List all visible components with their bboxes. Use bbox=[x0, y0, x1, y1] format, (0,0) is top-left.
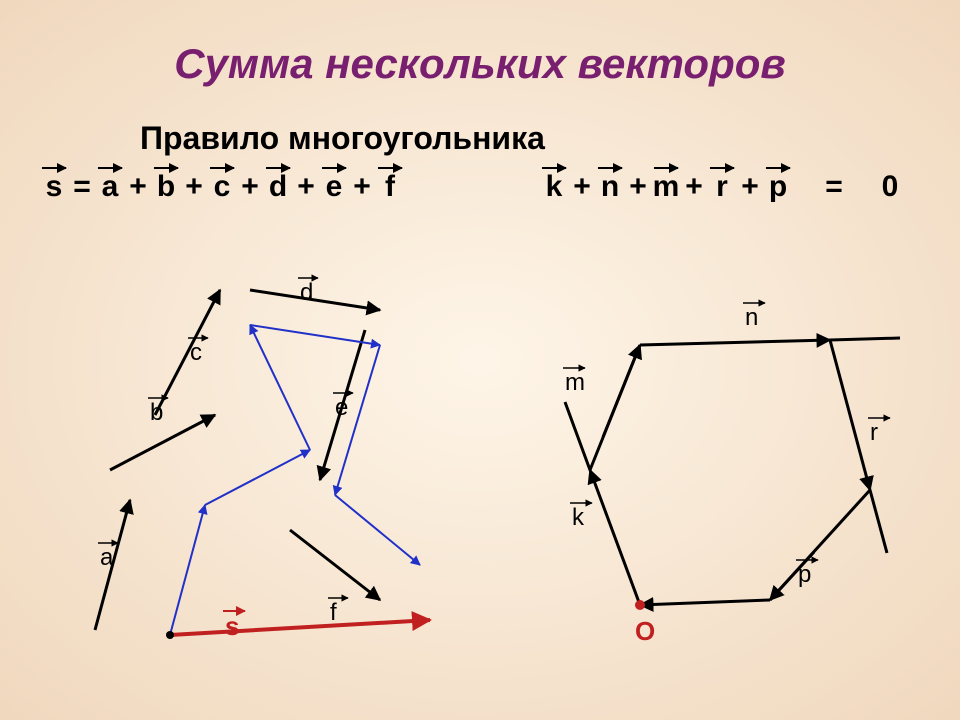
svg-text:m: m bbox=[565, 369, 585, 396]
svg-text:f: f bbox=[330, 599, 337, 626]
svg-text:p: p bbox=[798, 561, 811, 588]
svg-text:c: c bbox=[190, 339, 202, 366]
svg-text:O: O bbox=[635, 616, 655, 646]
formula-right: k+n+m+r+p = 0 bbox=[540, 170, 904, 204]
svg-text:k: k bbox=[572, 504, 585, 531]
svg-text:d: d bbox=[300, 279, 313, 306]
svg-text:e: e bbox=[335, 394, 348, 421]
svg-text:s: s bbox=[225, 611, 239, 641]
diagram-svg: abcdefs kmnrpO bbox=[0, 0, 960, 720]
slide: abcdefs kmnrpO Сумма нескольких векторов… bbox=[0, 0, 960, 720]
svg-text:n: n bbox=[745, 304, 758, 331]
svg-text:a: a bbox=[100, 544, 114, 571]
page-title: Сумма нескольких векторов bbox=[0, 40, 960, 88]
subtitle: Правило многоугольника bbox=[140, 120, 545, 157]
formula-left: s=a+b+c+d+e+f bbox=[40, 170, 404, 204]
svg-text:r: r bbox=[870, 419, 878, 446]
